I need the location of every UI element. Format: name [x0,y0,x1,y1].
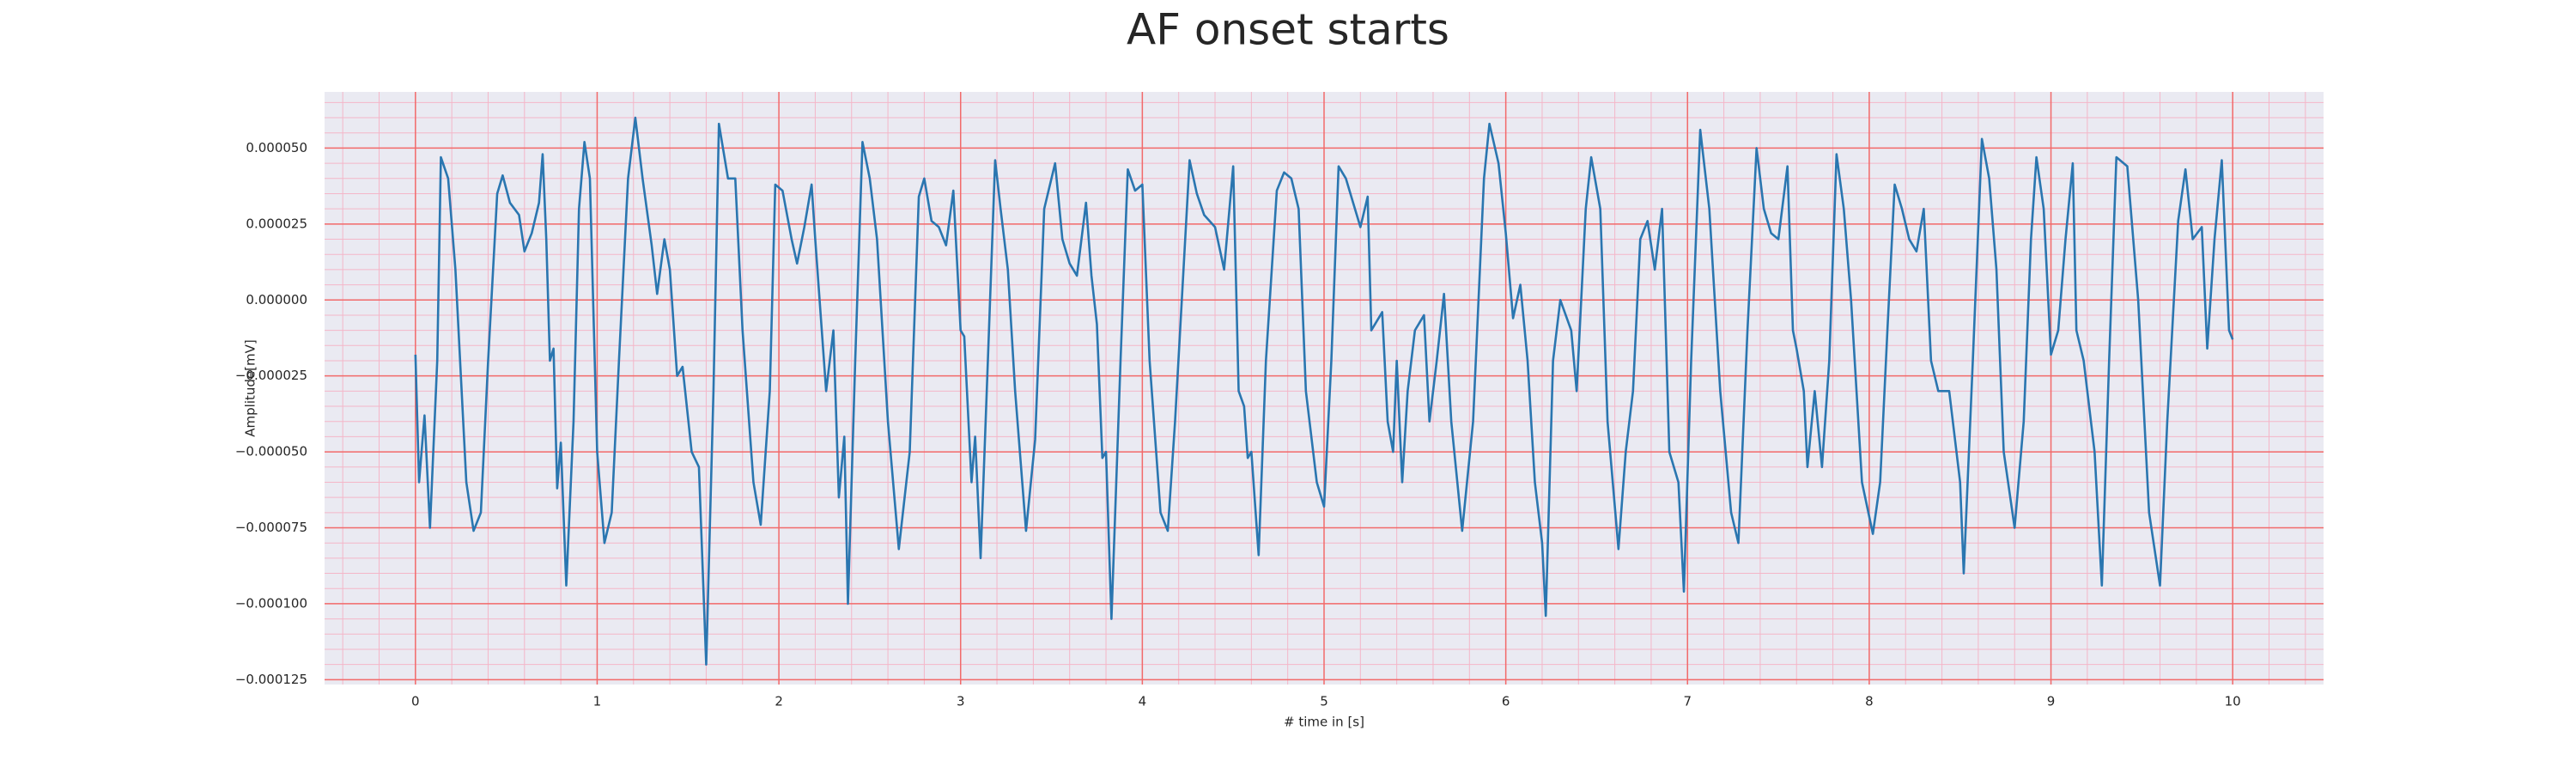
y-tick-label: 0.000025 [246,216,307,231]
x-tick-label: 1 [593,694,602,709]
x-tick-label: 10 [2225,694,2241,709]
x-tick-label: 4 [1139,694,1147,709]
x-axis-label: # time in [s] [1284,715,1364,730]
x-tick-label: 6 [1502,694,1510,709]
signal-line [414,116,2234,666]
y-tick-label: 0.000000 [246,292,307,307]
x-tick-label: 0 [411,694,420,709]
y-tick-label: −0.000125 [235,672,307,687]
x-tick-label: 2 [775,694,783,709]
y-tick-label: 0.000050 [246,140,307,155]
y-axis-label: Amplitude[mV] [243,339,258,436]
x-tick-label: 5 [1320,694,1328,709]
y-tick-label: −0.000075 [235,520,307,535]
y-tick-label: −0.000050 [235,444,307,460]
x-tick-label: 9 [2047,694,2056,709]
x-tick-label: 7 [1683,694,1692,709]
x-tick-label: 8 [1865,694,1874,709]
y-tick-label: −0.000025 [235,368,307,383]
y-tick-label: −0.000100 [235,595,307,611]
x-tick-label: 3 [957,694,965,709]
chart-title: AF onset starts [1127,5,1449,55]
